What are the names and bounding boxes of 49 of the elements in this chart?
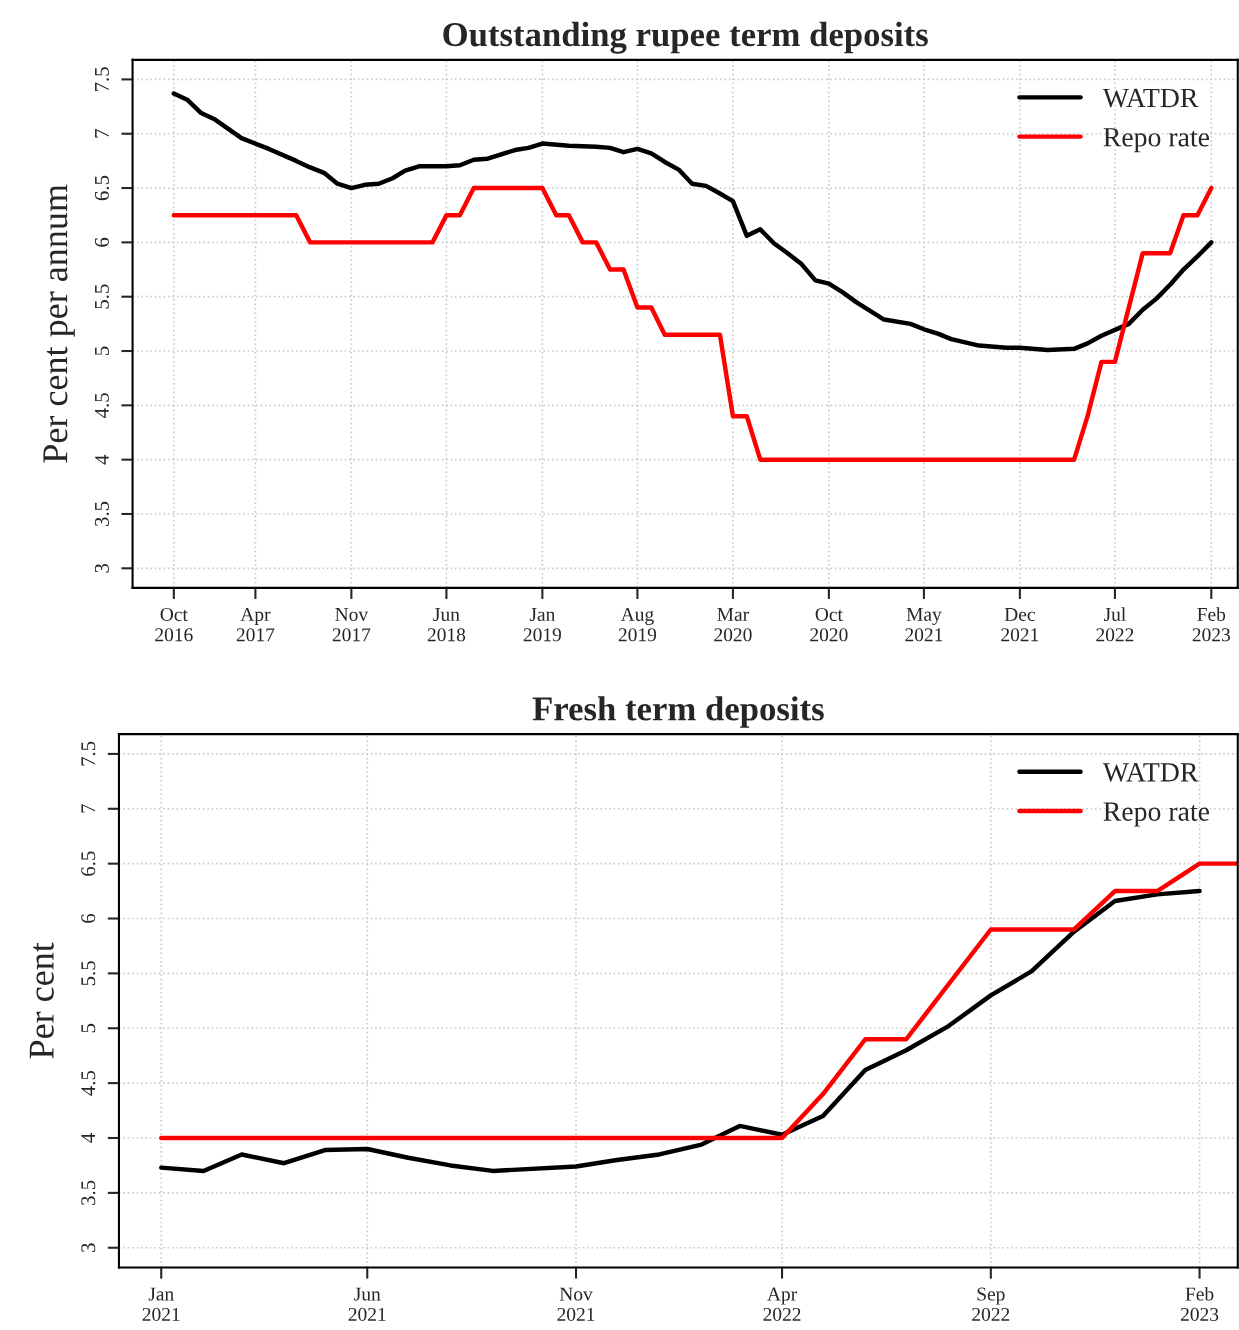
x-tick-label: Jun 2021 (348, 1287, 386, 1321)
y-tick-label: 6.5 (81, 851, 96, 876)
x-tick-label: Oct 2020 (810, 607, 848, 642)
x-tick-label: Jan 2019 (523, 608, 562, 642)
line-series (171, 185, 1214, 462)
y-axis-title: Per cent (29, 942, 54, 1059)
x-tick-label: Mar 2020 (714, 608, 752, 642)
x-tick-label: Sep 2022 (972, 1287, 1010, 1321)
x-tick-label: Feb 2023 (1192, 607, 1230, 642)
x-tick-label: May 2021 (905, 608, 943, 642)
y-tick-label: 7.5 (95, 67, 109, 92)
y-tick-label: 4 (81, 1133, 96, 1143)
y-axis-title: Per cent per annum (43, 184, 75, 463)
line-series (159, 888, 1202, 1174)
y-tick-label: 4 (94, 454, 109, 465)
y-tick-label: 7 (95, 129, 109, 138)
y-tick-label: 4.5 (81, 1070, 96, 1096)
legend-label: WATDR (1102, 763, 1199, 782)
y-tick-label: 6 (81, 913, 96, 923)
x-tick-label: Jul 2022 (1096, 607, 1134, 642)
x-tick-label: Aug 2019 (618, 607, 657, 642)
x-tick-label: Nov 2021 (557, 1287, 595, 1321)
y-tick-label: 6 (94, 237, 109, 247)
legend-label: WATDR (1102, 88, 1199, 108)
x-tick-label: Apr 2022 (763, 1287, 801, 1321)
y-tick-label: 7 (81, 804, 96, 813)
y-tick-label: 3 (94, 563, 109, 573)
legend-label: Repo rate (1103, 128, 1210, 153)
x-tick-label: Nov 2017 (332, 608, 371, 642)
y-tick-label: 5.5 (95, 284, 109, 309)
y-tick-label: 5.5 (81, 961, 96, 986)
y-tick-label: 5 (81, 1023, 96, 1033)
x-tick-label: Feb 2023 (1180, 1286, 1219, 1321)
y-tick-label: 6.5 (94, 175, 109, 201)
legend-label: Repo rate (1103, 802, 1210, 827)
x-tick-label: Oct 2016 (155, 607, 193, 642)
chart-title: Fresh term deposits (532, 696, 824, 728)
y-tick-label: 3 (81, 1243, 96, 1252)
x-tick-label: Jan 2021 (142, 1287, 180, 1321)
x-tick-label: Jun 2018 (427, 608, 466, 642)
y-tick-label: 7.5 (81, 741, 96, 766)
line-series (159, 861, 1238, 1141)
y-tick-label: 5 (95, 346, 109, 356)
x-tick-label: Apr 2017 (236, 607, 275, 642)
y-tick-label: 3.5 (94, 501, 109, 527)
y-tick-label: 3.5 (81, 1180, 96, 1205)
y-tick-label: 4.5 (94, 393, 109, 418)
chart-title: Outstanding rupee term deposits (443, 21, 928, 54)
x-tick-label: Dec 2021 (1001, 608, 1039, 642)
